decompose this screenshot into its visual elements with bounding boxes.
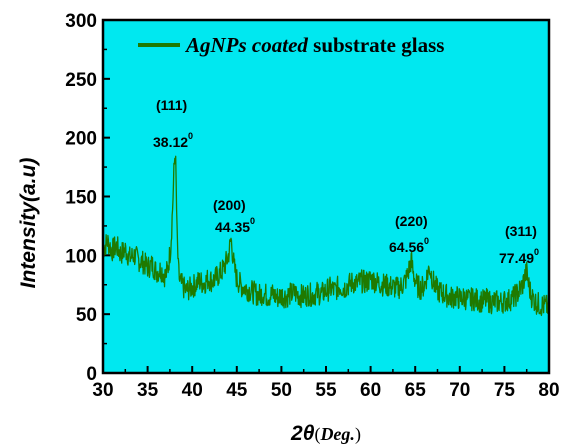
peak-annotations: (111) 38.120 (200) 44.350 (220) 64.560 (…	[153, 97, 539, 266]
degree-mark: 0	[188, 131, 193, 141]
y-axis-ticks: 0 50 100 150 200 250 300	[65, 11, 110, 385]
x-axis-ticks: 30 35 40 45 50 55 60 65 70 75 80	[92, 366, 560, 401]
y-tick-label: 50	[76, 305, 97, 326]
x-tick-label: 30	[92, 380, 113, 401]
x-tick-label: 70	[449, 380, 470, 401]
peak-angle-200: 44.350	[215, 216, 255, 235]
x-tick-label: 35	[137, 380, 159, 401]
y-tick-label: 200	[65, 129, 97, 150]
peak-angle-311: 77.490	[499, 247, 539, 266]
y-axis-title: Intensity(a.u)	[17, 158, 40, 289]
peak-angle-111: 38.120	[153, 131, 193, 150]
x-tick-label: 65	[405, 380, 427, 401]
x-axis-title: 2θ(Deg.)	[290, 422, 361, 445]
y-tick-label: 250	[65, 70, 97, 91]
peak-hkl-200: (200)	[213, 197, 246, 213]
series-line	[102, 155, 550, 317]
x-tick-label: 60	[360, 380, 381, 401]
plot-frame	[101, 18, 551, 375]
x-tick-label: 75	[494, 380, 516, 401]
legend-label-italic: AgNPs coated	[184, 33, 308, 57]
x-tick-label: 40	[182, 380, 203, 401]
peak-hkl-111: (111)	[156, 97, 187, 113]
degree-mark: 0	[534, 247, 539, 257]
peak-hkl-220: (220)	[395, 213, 428, 229]
x-tick-label: 80	[538, 380, 559, 401]
peak-hkl-311: (311)	[505, 223, 537, 239]
degree-mark: 0	[250, 216, 255, 226]
x-tick-label: 50	[271, 380, 292, 401]
y-tick-label: 150	[65, 188, 97, 209]
peak-angle-220: 64.560	[389, 236, 429, 255]
svg-text:AgNPs coated substrate glass: AgNPs coated substrate glass	[184, 33, 444, 57]
legend-label-plain: substrate glass	[308, 33, 445, 57]
x-tick-label: 55	[315, 380, 337, 401]
degree-mark: 0	[424, 236, 429, 246]
y-tick-label: 100	[65, 246, 97, 267]
y-tick-label: 300	[65, 11, 97, 32]
y-tick-label: 0	[86, 364, 97, 385]
x-tick-label: 45	[226, 380, 248, 401]
plot-area	[103, 20, 549, 373]
legend: AgNPs coated substrate glass	[138, 33, 444, 57]
